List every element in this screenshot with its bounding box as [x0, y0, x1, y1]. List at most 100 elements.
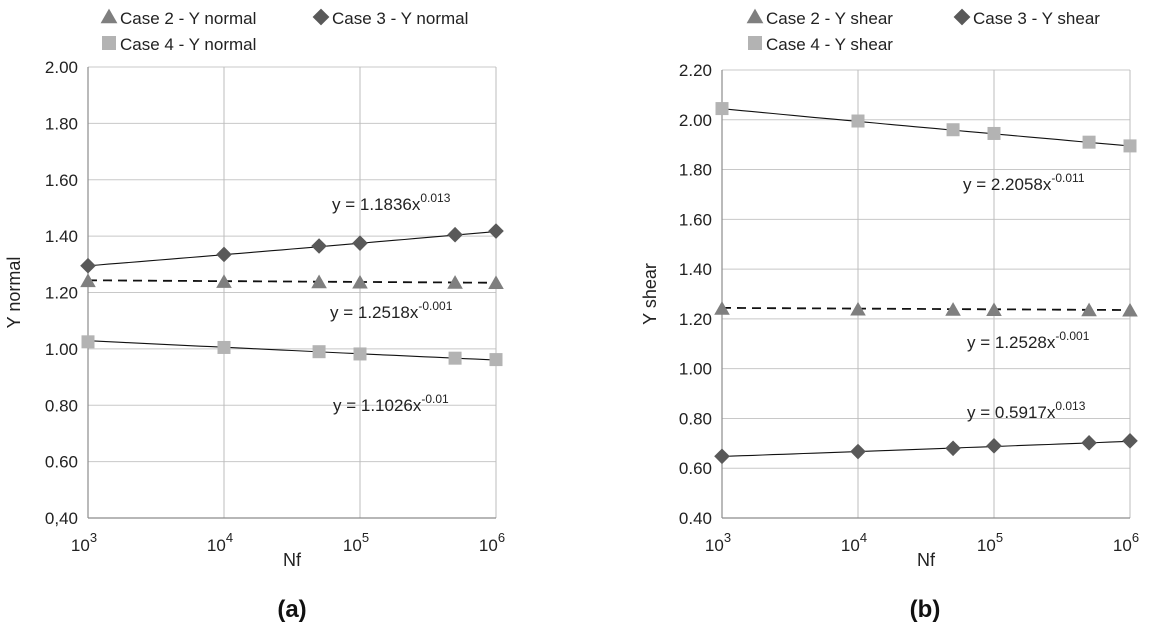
- data-point: [447, 226, 463, 243]
- legend-entry: Case 3 - Y normal: [312, 8, 468, 28]
- x-tick-label: 104: [841, 530, 867, 555]
- data-point: [945, 440, 961, 457]
- data-point: [488, 275, 504, 290]
- trendline: [87, 279, 496, 284]
- data-point: [217, 340, 231, 354]
- data-point: [986, 302, 1002, 317]
- y-tick-label: 0.40: [679, 509, 712, 528]
- legend-label: Case 2 - Y normal: [120, 9, 256, 28]
- trendline-equation: y = 2.2058x-0.011: [963, 171, 1085, 194]
- y-tick-label: 0,40: [45, 509, 78, 528]
- series-1: y = 0.5917x0.013: [714, 399, 1138, 465]
- trendline-equation: y = 1.2528x-0.001: [967, 329, 1090, 352]
- data-point: [946, 123, 960, 137]
- legend-entry: Case 2 - Y normal: [100, 8, 256, 28]
- data-point: [1082, 135, 1096, 149]
- data-point: [352, 235, 368, 251]
- y-tick-label: 0.60: [679, 459, 712, 478]
- data-point: [311, 238, 327, 254]
- chart-panel-1: 0.40 0.60 0.80 1.00 1.20 1.40 1.60 1.80 2.00 2.20…: [640, 8, 1139, 623]
- data-point: [987, 126, 1001, 140]
- data-point: [850, 443, 866, 460]
- data-point: [216, 246, 232, 263]
- data-point: [1123, 139, 1137, 153]
- y-tick-label: 1.60: [679, 210, 712, 229]
- y-axis-title: Y shear: [640, 263, 660, 325]
- data-point: [850, 301, 866, 316]
- trendline-equation: y = 1.1836x0.013: [332, 191, 451, 214]
- legend-label: Case 4 - Y shear: [766, 35, 893, 54]
- data-point: [80, 257, 96, 274]
- trendline-equation: y = 1.1026x-0.01: [333, 392, 449, 415]
- series-0: y = 1.2528x-0.001: [714, 301, 1138, 352]
- legend-marker: [102, 36, 116, 50]
- trendline: [722, 306, 1130, 311]
- x-tick-label: 105: [343, 530, 369, 555]
- data-point: [1081, 302, 1097, 317]
- y-tick-label: 1.60: [45, 171, 78, 190]
- data-point: [1122, 302, 1138, 317]
- y-tick-label: 0.60: [45, 453, 78, 472]
- legend-entry: Case 4 - Y shear: [748, 35, 893, 54]
- legend-entry: Case 3 - Y shear: [953, 8, 1100, 28]
- legend-marker: [746, 8, 764, 24]
- data-point: [714, 448, 730, 465]
- series-1: y = 1.1836x0.013: [80, 191, 504, 274]
- y-tick-label: 1.20: [45, 284, 78, 303]
- data-point: [945, 302, 961, 316]
- legend-entry: Case 4 - Y normal: [102, 35, 256, 54]
- data-point: [714, 301, 730, 315]
- legend-entry: Case 2 - Y shear: [746, 8, 893, 28]
- x-axis-title: Nf: [917, 550, 936, 570]
- trendline: [87, 230, 497, 267]
- panel-label: (a): [277, 596, 306, 623]
- data-point: [311, 274, 327, 289]
- chart-panel-0: 0,40 0.60 0.80 1.00 1.20 1.40 1.60 1.80 2.00 103 1…: [4, 8, 505, 623]
- y-tick-label: 1.20: [679, 310, 712, 329]
- legend-label: Case 3 - Y normal: [332, 9, 468, 28]
- y-tick-label: 1.80: [45, 114, 78, 133]
- legend-marker: [953, 8, 971, 26]
- data-point: [488, 223, 504, 239]
- y-tick-label: 1.80: [679, 161, 712, 180]
- x-tick-label: 103: [705, 530, 731, 555]
- trendline: [721, 108, 1131, 147]
- data-point: [715, 102, 729, 116]
- legend-marker: [100, 8, 118, 24]
- x-tick-label: 106: [1113, 530, 1139, 555]
- data-point: [448, 351, 462, 365]
- data-point: [216, 274, 232, 288]
- legend-label: Case 4 - Y normal: [120, 35, 256, 54]
- data-point: [489, 353, 503, 367]
- data-point: [1122, 433, 1138, 449]
- y-tick-label: 1.00: [45, 340, 78, 359]
- series-2: y = 1.1026x-0.01: [81, 335, 503, 415]
- y-tick-label: 1.00: [679, 360, 712, 379]
- data-point: [353, 347, 367, 361]
- data-point: [80, 273, 96, 288]
- x-tick-label: 103: [71, 530, 97, 555]
- legend-label: Case 2 - Y shear: [766, 9, 893, 28]
- panel-label: (b): [910, 596, 941, 623]
- data-point: [81, 335, 95, 349]
- y-tick-label: 0.80: [679, 409, 712, 428]
- x-tick-label: 104: [207, 530, 233, 555]
- data-point: [851, 114, 865, 128]
- series-2: y = 2.2058x-0.011: [715, 102, 1137, 194]
- data-point: [986, 438, 1002, 454]
- y-tick-label: 2.00: [679, 111, 712, 130]
- x-tick-label: 106: [479, 530, 505, 555]
- data-point: [352, 274, 368, 289]
- y-tick-label: 2.00: [45, 58, 78, 77]
- legend-label: Case 3 - Y shear: [973, 9, 1100, 28]
- series-0: y = 1.2518x-0.001: [80, 273, 504, 322]
- trendline: [721, 440, 1131, 458]
- data-point: [312, 345, 326, 359]
- x-tick-label: 105: [977, 530, 1003, 555]
- y-tick-label: 0.80: [45, 396, 78, 415]
- y-tick-label: 1.40: [45, 227, 78, 246]
- legend-marker: [748, 36, 762, 50]
- y-tick-label: 2.20: [679, 61, 712, 80]
- x-axis-title: Nf: [283, 550, 302, 570]
